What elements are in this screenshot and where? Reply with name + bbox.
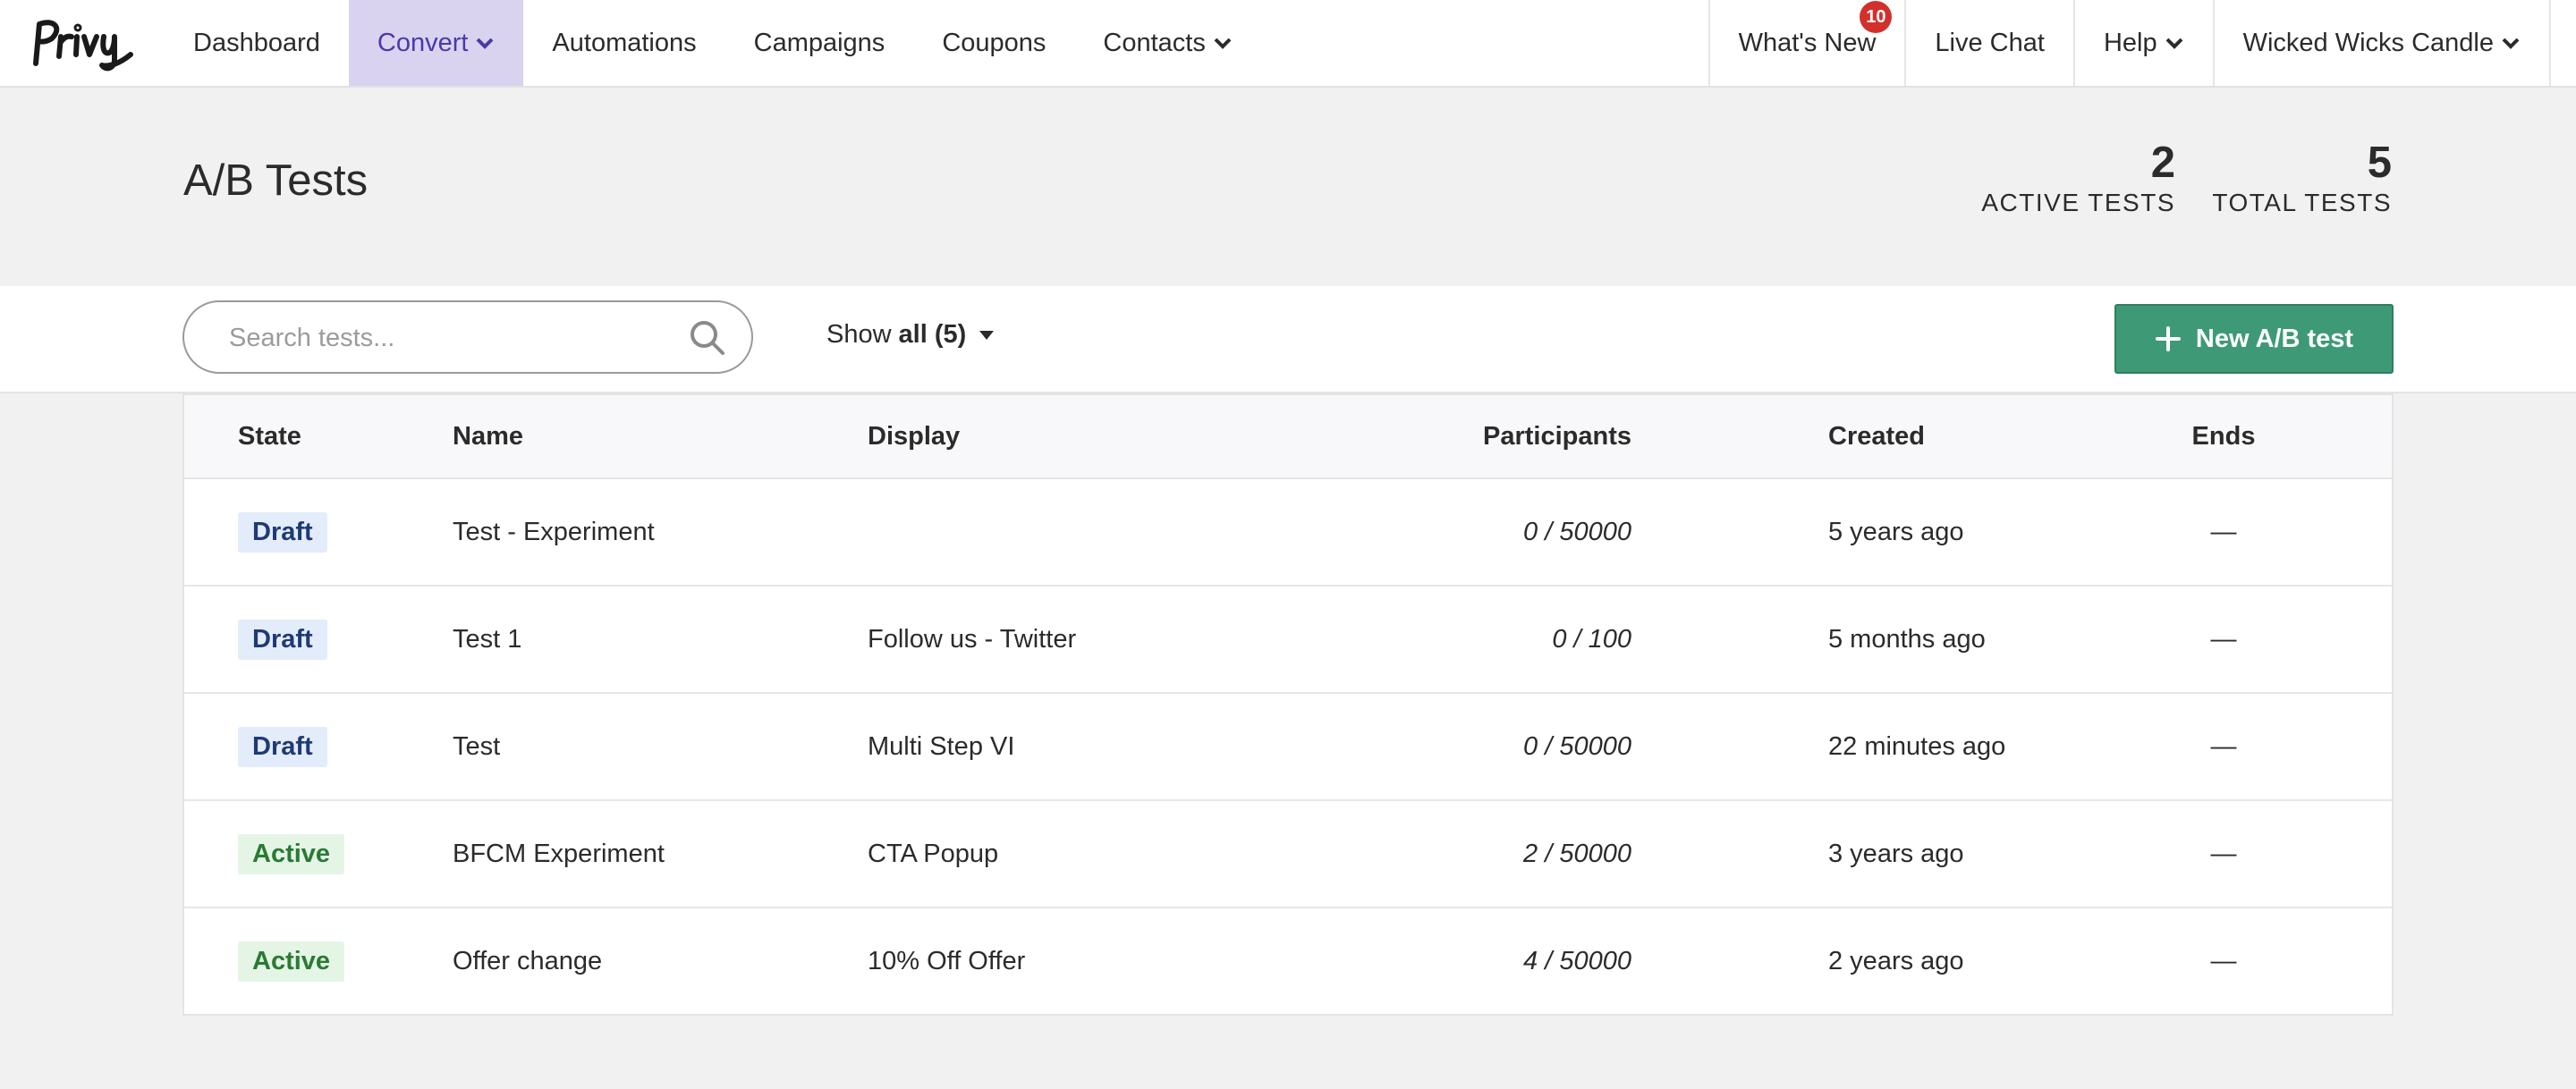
status-badge: Draft: [238, 726, 327, 767]
display-cell: CTA Popup: [868, 839, 999, 868]
display-cell: Multi Step VI: [868, 731, 1015, 761]
test-name-link[interactable]: Test 1: [453, 624, 522, 654]
created-cell: 5 months ago: [1828, 624, 1986, 654]
state-cell: Draft: [238, 694, 327, 799]
ends-cell: —: [2210, 517, 2237, 546]
nav-dashboard[interactable]: Dashboard: [165, 0, 349, 86]
show-filter-dropdown[interactable]: Show all (5): [826, 320, 995, 350]
account-name: Wicked Wicks Candle: [2242, 28, 2494, 57]
participants-cell: 0 / 50000: [1523, 731, 1631, 761]
active-tests-stat: 2 ACTIVE TESTS: [1981, 138, 2175, 218]
display-cell: Follow us - Twitter: [868, 624, 1077, 654]
created-cell: 5 years ago: [1828, 517, 1964, 546]
nav-automations[interactable]: Automations: [523, 0, 724, 86]
top-nav: Dashboard Convert Automations Campaigns …: [0, 0, 2576, 88]
participants-cell: 0 / 100: [1552, 624, 1631, 654]
column-header-state[interactable]: State: [238, 421, 301, 451]
table-row[interactable]: Draft Test Multi Step VI 0 / 50000 22 mi…: [184, 694, 2392, 801]
nav-label: Automations: [552, 28, 697, 57]
filter-value: all (5): [898, 320, 967, 349]
total-tests-label: TOTAL TESTS: [2212, 189, 2392, 216]
plus-icon: [2155, 326, 2181, 351]
active-tests-count: 2: [2150, 139, 2175, 187]
created-cell: 2 years ago: [1828, 946, 1964, 975]
chevron-down-icon: [477, 38, 494, 49]
chevron-down-icon: [2165, 38, 2183, 49]
nav-campaigns[interactable]: Campaigns: [725, 0, 914, 86]
search-input[interactable]: [227, 317, 660, 359]
active-tests-label: ACTIVE TESTS: [1981, 189, 2175, 216]
ab-tests-table: State Name Display Participants Created …: [182, 393, 2394, 1016]
page-title: A/B Tests: [183, 156, 369, 205]
column-header-display[interactable]: Display: [868, 421, 961, 451]
table-row[interactable]: Active BFCM Experiment CTA Popup 2 / 500…: [184, 801, 2392, 908]
table-row[interactable]: Draft Test 1 Follow us - Twitter 0 / 100…: [184, 587, 2392, 694]
nav-label: Convert: [377, 28, 469, 57]
nav-help[interactable]: Help: [2072, 0, 2213, 86]
notification-badge: 10: [1860, 1, 1893, 33]
new-ab-test-label: New A/B test: [2195, 324, 2354, 353]
nav-label: Live Chat: [1935, 28, 2045, 57]
ends-cell: —: [2210, 839, 2237, 868]
chevron-down-icon: [2502, 38, 2520, 49]
participants-cell: 0 / 50000: [1523, 517, 1631, 546]
toolbar: Show all (5) New A/B test: [0, 286, 2576, 393]
created-cell: 3 years ago: [1828, 839, 1964, 868]
nav-label: What's New: [1738, 28, 1877, 57]
nav-label: Coupons: [942, 28, 1046, 57]
column-header-created[interactable]: Created: [1828, 421, 1925, 451]
created-cell: 22 minutes ago: [1828, 731, 2006, 761]
display-cell: 10% Off Offer: [868, 946, 1026, 975]
ends-cell: —: [2210, 624, 2237, 654]
ends-cell: —: [2210, 731, 2237, 761]
column-header-ends[interactable]: Ends: [2191, 421, 2256, 451]
column-header-participants[interactable]: Participants: [1483, 421, 1631, 451]
status-badge: Active: [238, 833, 345, 874]
state-cell: Active: [238, 801, 345, 907]
column-header-name[interactable]: Name: [453, 421, 523, 451]
total-tests-stat: 5 TOTAL TESTS: [2212, 138, 2392, 218]
status-badge: Draft: [238, 619, 327, 660]
nav-live-chat[interactable]: Live Chat: [1904, 0, 2073, 86]
state-cell: Active: [238, 908, 345, 1014]
nav-label: Dashboard: [193, 28, 320, 57]
table-row[interactable]: Active Offer change 10% Off Offer 4 / 50…: [184, 908, 2392, 1014]
nav-account-menu[interactable]: Wicked Wicks Candle: [2212, 0, 2551, 86]
table-header: State Name Display Participants Created …: [184, 395, 2392, 479]
nav-contacts[interactable]: Contacts: [1074, 0, 1260, 86]
privy-logo-icon: [33, 20, 133, 72]
caret-down-icon: [979, 330, 995, 340]
test-name-link[interactable]: Test - Experiment: [453, 517, 655, 546]
test-name-link[interactable]: Offer change: [453, 946, 603, 975]
nav-whats-new[interactable]: What's New 10: [1707, 0, 1905, 86]
new-ab-test-button[interactable]: New A/B test: [2114, 304, 2394, 374]
ends-cell: —: [2210, 946, 2237, 975]
total-tests-count: 5: [2367, 139, 2392, 187]
status-badge: Draft: [238, 511, 327, 553]
nav-right-group: What's New 10 Live Chat Help Wicked Wick…: [1707, 0, 2551, 86]
state-cell: Draft: [238, 587, 327, 692]
nav-label: Help: [2103, 28, 2157, 57]
chevron-down-icon: [1214, 38, 1232, 49]
privy-logo[interactable]: [0, 0, 165, 86]
status-badge: Active: [238, 941, 345, 982]
test-name-link[interactable]: BFCM Experiment: [453, 839, 665, 868]
search-icon[interactable]: [689, 319, 726, 357]
nav-label: Contacts: [1103, 28, 1206, 57]
state-cell: Draft: [238, 479, 327, 585]
participants-cell: 4 / 50000: [1523, 946, 1631, 975]
participants-cell: 2 / 50000: [1523, 839, 1631, 868]
nav-label: Campaigns: [753, 28, 886, 57]
table-row[interactable]: Draft Test - Experiment 0 / 50000 5 year…: [184, 479, 2392, 587]
nav-convert[interactable]: Convert: [348, 0, 524, 86]
nav-coupons[interactable]: Coupons: [913, 0, 1074, 86]
filter-prefix: Show: [826, 320, 892, 349]
test-name-link[interactable]: Test: [453, 731, 501, 761]
search-box: [182, 300, 753, 374]
nav-spacer: [1261, 0, 1708, 86]
